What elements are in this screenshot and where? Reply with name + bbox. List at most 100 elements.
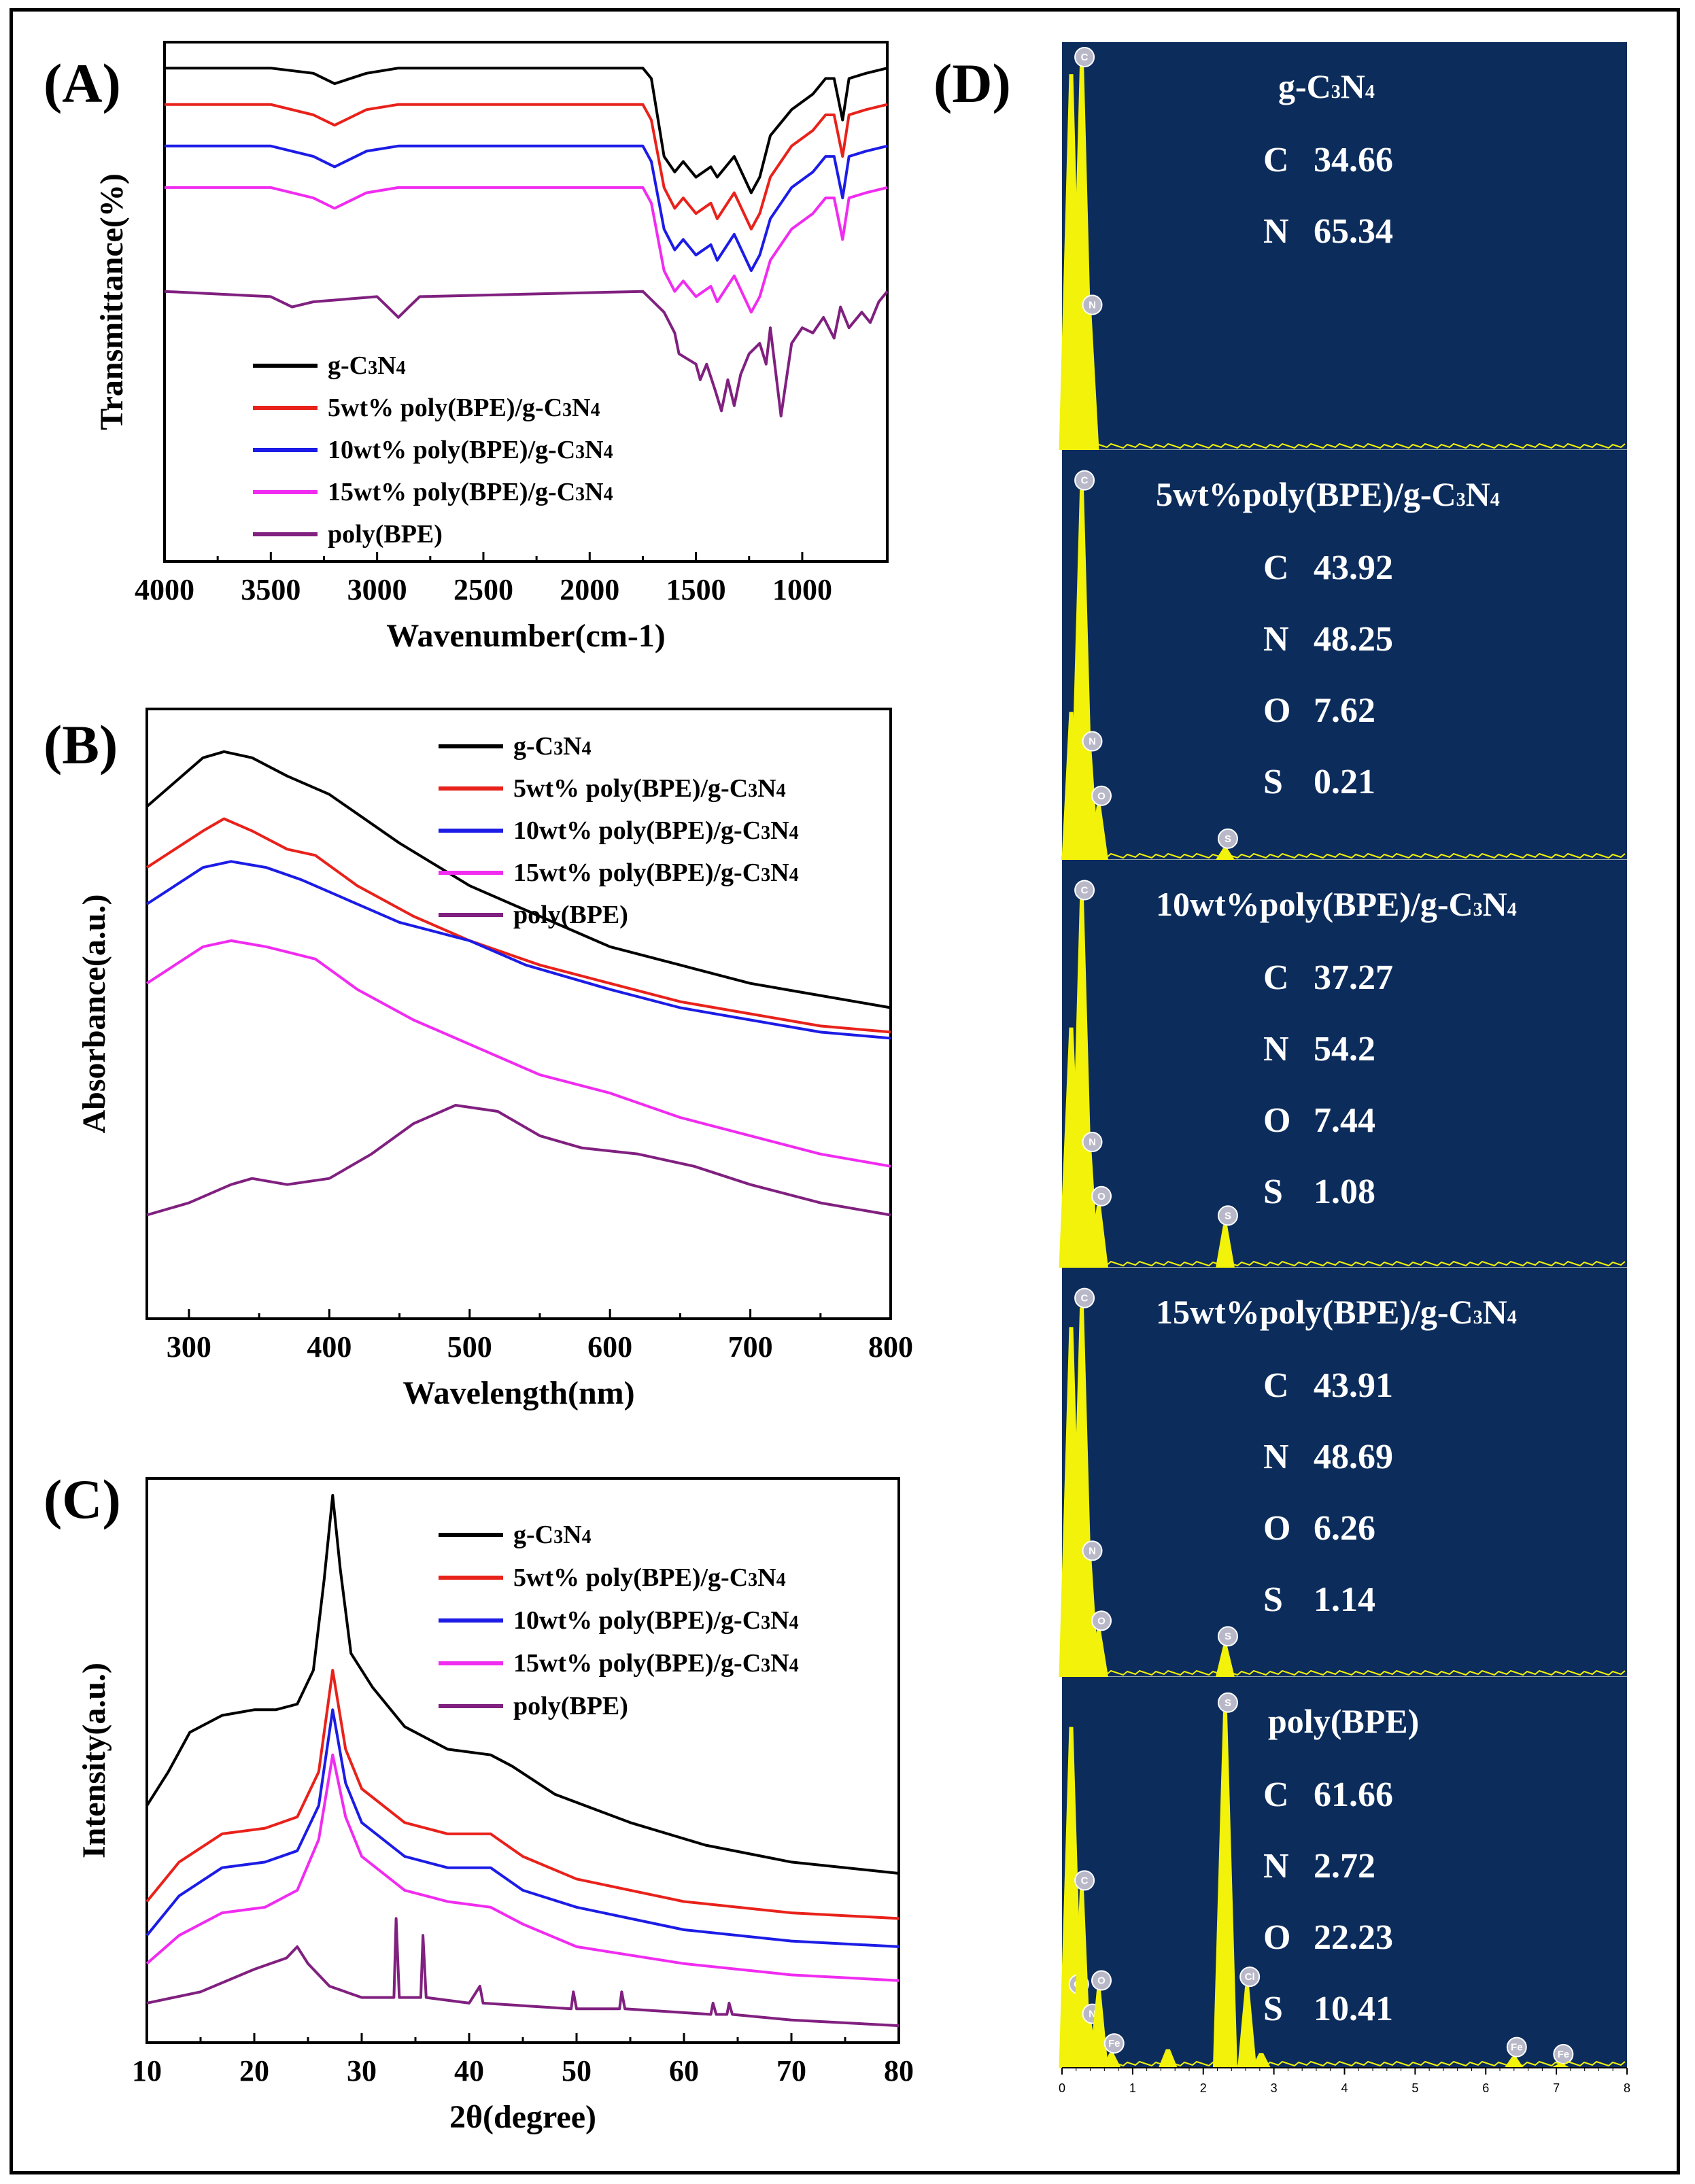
series-line-0	[165, 67, 888, 194]
eds-peak-badge-label: N	[1089, 300, 1096, 311]
x-tick-label: 1000	[772, 573, 832, 606]
eds-peak-badge-label: O	[1097, 1615, 1106, 1627]
x-tick-label: 20	[239, 2054, 269, 2087]
eds-value: 34.66	[1314, 141, 1393, 179]
eds-x-tick-label: 7	[1553, 2081, 1560, 2095]
eds-background	[1062, 1677, 1627, 2068]
eds-peak-badge-label: O	[1097, 791, 1106, 802]
eds-element: O	[1263, 1101, 1290, 1140]
legend-entry: g-C3N4	[513, 1521, 592, 1549]
eds-peak-badge-label: S	[1225, 1697, 1231, 1709]
eds-x-tick-label: 4	[1341, 2081, 1348, 2095]
series-line-3	[145, 939, 891, 1168]
panel-label-a: (A)	[44, 52, 121, 114]
eds-peak-badge	[1074, 470, 1095, 491]
legend-entry: 5wt% poly(BPE)/g-C3N4	[513, 1563, 786, 1592]
x-tick-label: 50	[562, 2054, 592, 2087]
x-tick-label: 80	[884, 2054, 914, 2087]
eds-x-tick-label: 2	[1200, 2081, 1207, 2095]
eds-peak-badge	[1091, 785, 1112, 806]
panel-b: 300 400 500 600 700 800 Wavelength(nm) Absorban…	[76, 708, 913, 1411]
eds-value: 10.41	[1314, 1990, 1393, 2028]
eds-peak-badge-label: Fe	[1558, 2049, 1570, 2060]
eds-peak-badge-label: O	[1097, 1191, 1106, 1202]
eds-title: 10wt%poly(BPE)/g-C3N4	[1156, 885, 1517, 923]
eds-x-tick-label: 0	[1059, 2081, 1065, 2095]
y-axis-label: Intensity(a.u.)	[76, 1663, 112, 1858]
eds-element: N	[1263, 1030, 1289, 1069]
eds-peak	[1215, 1225, 1235, 1268]
legend-entry: g-C3N4	[513, 732, 592, 761]
eds-peak-badge	[1217, 1626, 1238, 1647]
series-line-1	[165, 103, 888, 230]
series-line-3	[165, 186, 888, 314]
legend-entry: poly(BPE)	[513, 1692, 628, 1720]
legend-entry: poly(BPE)	[513, 901, 628, 929]
eds-x-tick-label: 3	[1271, 2081, 1278, 2095]
legend-entry: 15wt% poly(BPE)/g-C3N4	[328, 478, 613, 506]
panel-label-c: (C)	[44, 1468, 121, 1530]
eds-peak-badge-label: Fe	[1511, 2042, 1523, 2053]
x-tick-label: 2000	[560, 573, 619, 606]
eds-peak-badge-label: N	[1089, 2009, 1096, 2020]
eds-element: C	[1263, 1775, 1289, 1814]
legend-entry: 15wt% poly(BPE)/g-C3N4	[513, 859, 799, 887]
x-tick-label: 2500	[453, 573, 513, 606]
eds-element: S	[1263, 1173, 1283, 1211]
eds-peak-badge	[1074, 47, 1095, 67]
series-line-2	[145, 860, 891, 1040]
eds-peak-badge-label: Fe	[1108, 2038, 1120, 2049]
eds-background	[1062, 1268, 1627, 1677]
eds-title: g-C3N4	[1278, 67, 1375, 105]
eds-peak-badge	[1217, 1692, 1238, 1713]
series-line-4	[164, 290, 889, 418]
eds-title: 15wt%poly(BPE)/g-C3N4	[1156, 1293, 1517, 1331]
eds-value: 7.44	[1314, 1101, 1375, 1140]
eds-value: 54.2	[1314, 1030, 1375, 1069]
eds-peak-badge	[1506, 2036, 1527, 2058]
eds-value: 48.25	[1314, 620, 1393, 659]
eds-value: 43.91	[1314, 1366, 1393, 1405]
eds-value: 37.27	[1314, 958, 1393, 997]
figure-frame	[10, 8, 1680, 2174]
eds-peak-badge	[1217, 828, 1238, 849]
eds-value: 61.66	[1314, 1775, 1393, 1814]
series-line-2	[165, 144, 888, 273]
legend-entry: 15wt% poly(BPE)/g-C3N4	[513, 1649, 799, 1678]
legend-entry: 10wt% poly(BPE)/g-C3N4	[328, 436, 613, 464]
eds-peak-badge-label: Cl	[1245, 1971, 1255, 1983]
eds-element: N	[1263, 1847, 1289, 1886]
eds-peak-badge	[1091, 1185, 1112, 1207]
legend-entry: 10wt% poly(BPE)/g-C3N4	[513, 816, 799, 845]
eds-value: 48.69	[1314, 1438, 1393, 1476]
plot-area-frame	[163, 41, 889, 563]
eds-element: S	[1263, 1990, 1283, 2028]
eds-noise	[1061, 2060, 1626, 2068]
x-tick-label: 300	[167, 1330, 211, 1364]
series-line-4	[146, 1917, 900, 2028]
x-tick-label: 3000	[347, 573, 407, 606]
eds-value: 1.08	[1314, 1173, 1375, 1211]
eds-element: C	[1263, 1366, 1289, 1405]
panel-label-b: (B)	[44, 714, 118, 776]
eds-noise	[1061, 1669, 1626, 1677]
eds-background	[1062, 450, 1627, 860]
x-tick-label: 1500	[666, 573, 726, 606]
eds-peak	[1072, 1890, 1092, 2068]
y-axis-label: Transmittance(%)	[94, 173, 130, 430]
eds-spectrum-4: ClCNOFeSClFeFepoly(BPE)C61.66N2.72O22.23…	[1059, 1677, 1627, 2068]
legend-entry: g-C3N4	[328, 351, 406, 380]
eds-value: 43.92	[1314, 549, 1393, 587]
eds-peak-badge	[1082, 731, 1103, 752]
x-axis-label: Wavelength(nm)	[403, 1375, 634, 1411]
eds-value: 65.34	[1314, 212, 1393, 251]
eds-background	[1062, 860, 1627, 1268]
eds-peak-badge	[1074, 880, 1095, 901]
eds-value: 0.21	[1314, 763, 1375, 801]
eds-element: N	[1263, 212, 1289, 251]
eds-value: 22.23	[1314, 1918, 1393, 1957]
